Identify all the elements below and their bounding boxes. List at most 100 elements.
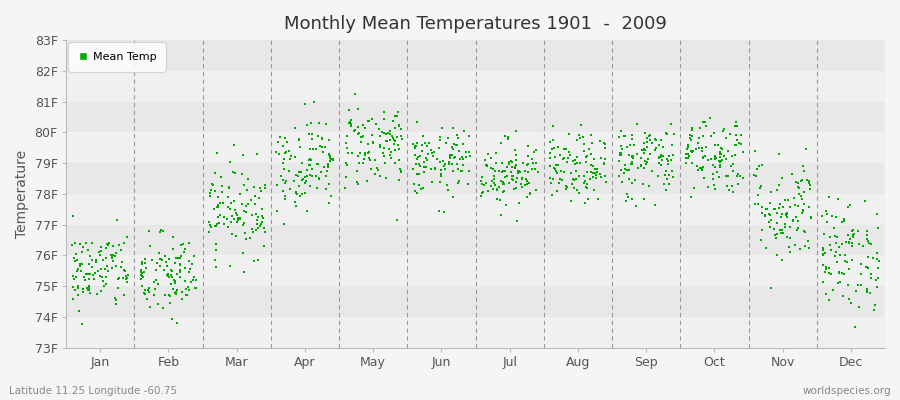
Point [387,141,401,147]
Point [343,119,357,125]
Point [184,278,198,285]
Point [454,168,468,174]
Point [796,207,811,213]
Point [109,296,123,303]
Point [816,247,831,253]
Point [854,261,868,267]
Point [597,161,611,167]
Point [708,155,723,161]
Point [253,184,267,191]
Point [271,138,285,145]
Point [415,148,429,154]
Point [843,202,858,209]
Point [851,282,866,289]
Point [785,171,799,177]
Point [351,180,365,187]
Point [434,173,448,179]
Point [79,240,94,246]
Point [226,169,240,175]
Point [543,163,557,169]
Point [433,179,447,185]
Point [661,158,675,164]
Point [326,156,340,162]
Point [828,252,842,259]
Point [713,153,727,160]
Point [854,271,868,277]
Point [523,190,537,196]
Point [339,160,354,167]
Point [583,176,598,182]
Point [717,126,732,132]
Point [187,274,202,280]
Point [408,142,422,149]
Point [699,123,714,129]
Point [415,142,429,148]
Point [661,131,675,137]
Point [837,218,851,224]
Point [138,256,152,263]
Point [462,168,476,175]
Point [310,185,325,191]
Point [780,214,795,220]
Point [153,262,167,269]
Point [237,220,251,226]
Point [99,274,113,280]
Point [94,273,109,280]
Point [490,196,504,203]
Point [302,182,317,189]
Point [621,194,635,200]
Point [115,259,130,266]
Point [685,127,699,134]
Point [748,200,762,207]
Point [427,149,441,155]
Point [162,274,176,280]
Point [371,167,385,173]
Point [293,192,308,199]
Point [121,272,135,278]
Point [827,225,842,232]
Point [572,135,587,141]
Point [101,242,115,249]
Point [683,132,698,138]
Point [787,195,801,201]
Point [82,261,96,267]
Point [871,275,886,282]
Point [791,218,806,224]
Point [153,229,167,235]
Point [614,151,628,157]
Point [846,227,860,233]
Point [292,144,307,150]
Point [117,292,131,298]
Point [518,168,532,174]
Point [685,149,699,155]
Point [614,150,628,156]
Point [166,286,180,292]
Point [71,283,86,290]
Point [418,154,433,161]
Point [170,255,184,262]
Point [690,167,705,173]
Point [342,106,356,113]
Point [546,123,561,129]
Point [365,140,380,146]
Point [818,291,832,298]
Point [800,177,814,183]
Point [640,144,654,150]
Point [640,159,654,165]
Point [842,240,856,246]
Point [167,278,182,285]
Point [802,245,816,252]
Point [182,258,196,264]
Point [579,184,593,190]
Point [845,234,859,240]
Point [544,150,558,156]
Point [134,272,148,278]
Point [716,128,730,134]
Point [724,163,739,169]
Point [614,152,628,158]
Point [408,145,422,151]
Point [135,273,149,280]
Point [73,262,87,269]
Point [94,244,109,250]
Point [577,180,591,187]
